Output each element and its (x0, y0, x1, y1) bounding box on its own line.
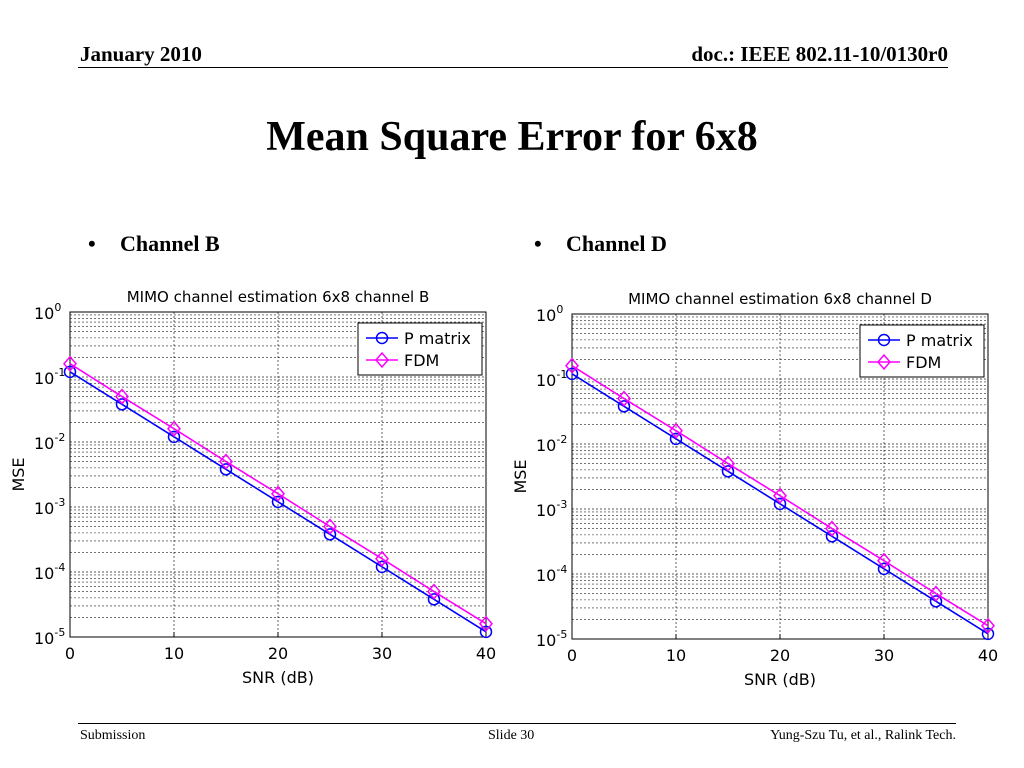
data-point-fdm (479, 615, 493, 632)
data-point-p-matrix (219, 463, 233, 476)
grid-lines (69, 311, 487, 638)
legend: P matrix FDM (859, 324, 985, 378)
header-doc-id: doc.: IEEE 802.11-10/0130r0 (691, 42, 948, 66)
header-divider (78, 67, 948, 68)
data-point-p-matrix (669, 432, 683, 446)
data-point-fdm (721, 455, 735, 472)
legend-label-fdm: FDM (906, 353, 941, 372)
x-tick-label: 40 (476, 644, 496, 663)
x-tick-label: 0 (65, 644, 75, 663)
data-point-fdm (271, 485, 285, 502)
x-axis-label: SNR (dB) (242, 668, 314, 687)
data-point-p-matrix (375, 560, 389, 574)
bullet-marker: • (88, 231, 96, 256)
series-fdm (63, 355, 493, 632)
y-tick-label: 10-5 (34, 626, 65, 648)
legend-marker-fdm (877, 353, 891, 371)
y-tick-label: 10-2 (34, 431, 65, 453)
data-point-p-matrix (981, 627, 995, 641)
x-tick-label: 10 (666, 646, 686, 665)
y-axis-label: MSE (9, 457, 28, 491)
chart-channel-d: MIMO channel estimation 6x8 channel D 0 10… (506, 284, 1006, 694)
y-tick-label: 10-4 (536, 563, 567, 585)
data-point-p-matrix (825, 530, 839, 543)
x-tick-label: 20 (268, 644, 288, 663)
y-tick-label: 10-3 (536, 498, 567, 520)
data-point-p-matrix (115, 398, 129, 411)
x-tick-label: 30 (372, 644, 392, 663)
y-tick-label: 10-3 (34, 496, 65, 518)
bullet-channel-b: • Channel B (88, 231, 220, 257)
y-axis-label: MSE (511, 459, 530, 493)
data-point-p-matrix (323, 528, 337, 541)
footer-authors: Yung-Szu Tu, et al., Ralink Tech. (770, 728, 956, 743)
data-point-p-matrix (479, 625, 493, 639)
data-point-fdm (219, 453, 233, 470)
data-point-fdm (981, 617, 995, 634)
data-point-fdm (617, 390, 631, 407)
x-tick-label: 40 (978, 646, 998, 665)
data-point-fdm (323, 518, 337, 535)
data-point-fdm (63, 355, 77, 372)
data-point-fdm (375, 550, 389, 567)
data-point-p-matrix (773, 497, 787, 511)
data-point-fdm (773, 487, 787, 504)
y-tick-label: 100 (536, 303, 563, 325)
data-point-fdm (115, 388, 129, 405)
chart-channel-b: MIMO channel estimation 6x8 channel B 0 10… (4, 282, 504, 692)
bullet-channel-d: • Channel D (534, 231, 667, 257)
y-tick-label: 10-1 (536, 368, 567, 390)
x-tick-label: 20 (770, 646, 790, 665)
data-point-p-matrix (877, 562, 891, 576)
data-point-fdm (825, 520, 839, 537)
legend-label-p-matrix: P matrix (906, 331, 973, 350)
series-line-fdm (571, 365, 989, 627)
data-point-p-matrix (63, 365, 77, 379)
legend-label-p-matrix: P matrix (404, 329, 471, 348)
data-point-fdm (929, 585, 943, 602)
data-point-p-matrix (617, 400, 631, 413)
y-tick-label: 10-2 (536, 433, 567, 455)
data-point-fdm (427, 583, 441, 600)
footer-submission: Submission (80, 728, 146, 743)
header-date: January 2010 (80, 42, 202, 66)
legend-marker-fdm (375, 351, 389, 369)
x-tick-label: 0 (567, 646, 577, 665)
bullet-label: Channel B (120, 231, 220, 256)
chart-title: MIMO channel estimation 6x8 channel D (628, 290, 932, 308)
x-tick-label: 10 (164, 644, 184, 663)
x-tick-label: 30 (874, 646, 894, 665)
data-point-fdm (877, 552, 891, 569)
data-point-fdm (565, 357, 579, 374)
legend-marker-p-matrix (877, 333, 891, 347)
legend: P matrix FDM (357, 322, 483, 376)
legend-box (357, 322, 483, 376)
data-point-p-matrix (427, 593, 441, 606)
x-axis-label: SNR (dB) (744, 670, 816, 689)
chart-channel-d-svg: MIMO channel estimation 6x8 channel D0 10… (511, 290, 998, 689)
series-line-fdm (69, 363, 487, 625)
data-point-p-matrix (167, 430, 181, 444)
data-point-fdm (167, 420, 181, 437)
data-point-p-matrix (721, 465, 735, 478)
legend-label-fdm: FDM (404, 351, 439, 370)
bullet-label: Channel D (566, 231, 667, 256)
footer-divider (78, 723, 956, 724)
footer-slide-number: Slide 30 (488, 728, 535, 743)
y-tick-label: 10-5 (536, 628, 567, 650)
data-point-p-matrix (565, 367, 579, 381)
series-fdm (565, 357, 995, 634)
legend-box (859, 324, 985, 378)
slide-title: Mean Square Error for 6x8 (266, 114, 758, 160)
data-point-fdm (669, 422, 683, 439)
chart-channel-b-svg: MIMO channel estimation 6x8 channel B0 10… (9, 288, 496, 687)
data-point-p-matrix (929, 595, 943, 608)
legend-marker-p-matrix (375, 331, 389, 345)
bullet-marker: • (534, 231, 542, 256)
y-tick-label: 100 (34, 301, 61, 323)
chart-title: MIMO channel estimation 6x8 channel B (127, 288, 430, 306)
y-tick-label: 10-1 (34, 366, 65, 388)
y-tick-label: 10-4 (34, 561, 65, 583)
data-point-p-matrix (271, 495, 285, 509)
